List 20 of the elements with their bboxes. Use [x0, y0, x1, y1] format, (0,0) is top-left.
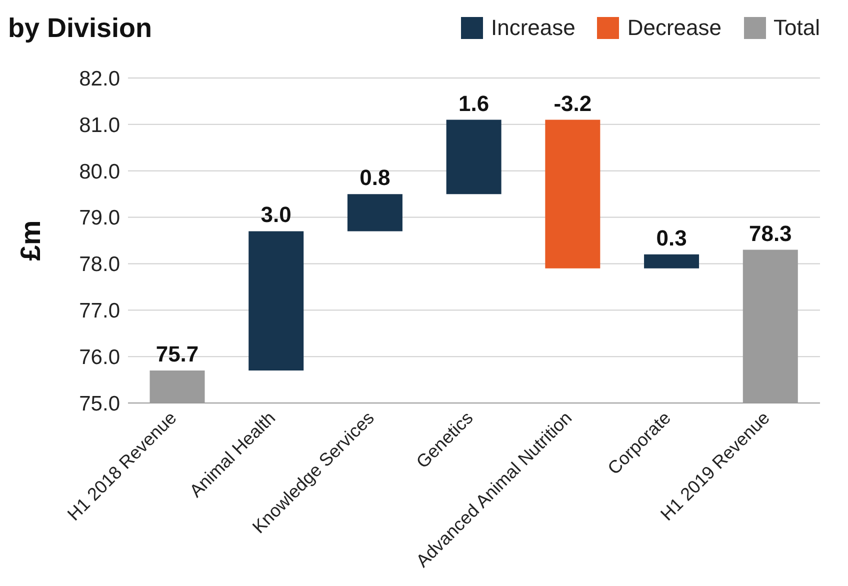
text: 3.0 [260, 202, 292, 228]
text: 0.3 [656, 225, 687, 250]
legend-label: Increase [490, 15, 576, 41]
y-tick-label: 81.0 [79, 114, 120, 137]
y-tick-label: 76.0 [79, 346, 120, 370]
legend-label: Total [774, 15, 820, 41]
legend-label: Decrease [627, 15, 722, 41]
y-tick-label: 78.0 [79, 253, 120, 276]
y-axis-title: £m [14, 220, 46, 261]
y-tick-label: 75.0 [79, 392, 120, 416]
text: -3.2 [554, 90, 592, 116]
y-tick-label: 80.0 [79, 160, 120, 184]
text: 75.7 [156, 342, 199, 366]
text: 0.8 [360, 165, 390, 190]
y-tick-label: 82.0 [79, 67, 120, 90]
chart-title: by Division [8, 12, 152, 44]
y-tick-label: 77.0 [79, 300, 120, 323]
text: 1.6 [458, 90, 490, 116]
text: 78.3 [748, 220, 792, 246]
y-tick-label: 79.0 [79, 206, 120, 230]
